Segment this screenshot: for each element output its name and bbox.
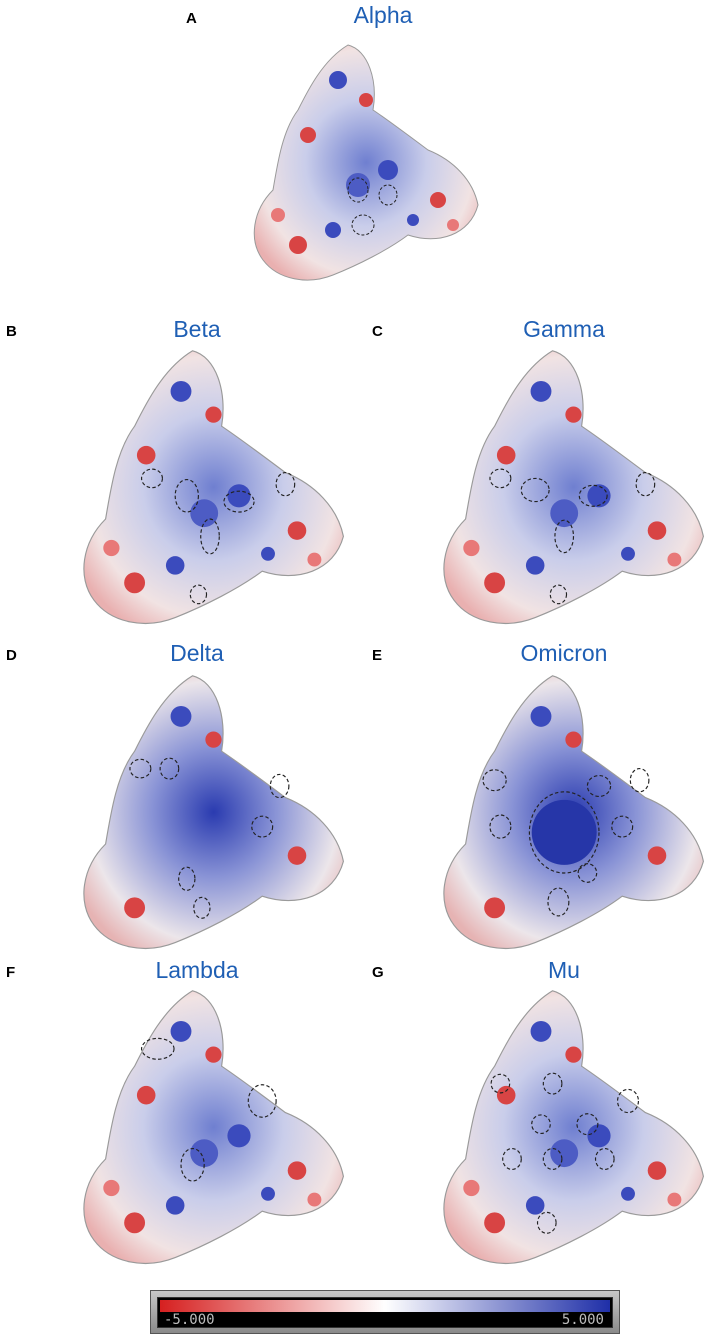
electrostatic-surface-image bbox=[253, 44, 479, 281]
electrostatic-surface-image bbox=[83, 675, 344, 949]
scale-max-label: 5.000 bbox=[561, 1312, 604, 1328]
panel-title: Alpha bbox=[353, 2, 413, 28]
panel-letter: B bbox=[6, 323, 17, 340]
color-scale-bar: -5.000 5.000 bbox=[150, 1290, 620, 1334]
panel-letter: F bbox=[6, 964, 16, 981]
panel-title: Delta bbox=[170, 640, 224, 666]
color-scale-frame: -5.000 5.000 bbox=[150, 1290, 620, 1334]
panel-title: Omicron bbox=[520, 640, 608, 666]
electrostatic-surface-image bbox=[83, 350, 344, 624]
scale-min-label: -5.000 bbox=[164, 1312, 215, 1328]
panel-letter: G bbox=[372, 964, 384, 981]
panel-title: Gamma bbox=[523, 316, 605, 342]
color-gradient bbox=[160, 1300, 610, 1312]
panel-letter: C bbox=[372, 323, 383, 340]
panel-letter: A bbox=[186, 10, 197, 27]
panel-letter: E bbox=[372, 647, 383, 664]
electrostatic-surface-image bbox=[83, 990, 344, 1264]
electrostatic-surface-image bbox=[443, 350, 704, 624]
panel-title: Mu bbox=[548, 957, 580, 983]
panel-title: Lambda bbox=[155, 957, 239, 983]
color-scale-inner: -5.000 5.000 bbox=[157, 1297, 613, 1328]
electrostatic-surface-image bbox=[443, 990, 704, 1264]
panel-title: Beta bbox=[173, 316, 221, 342]
panel-letter: D bbox=[6, 647, 17, 664]
electrostatic-surface-image bbox=[443, 675, 704, 949]
